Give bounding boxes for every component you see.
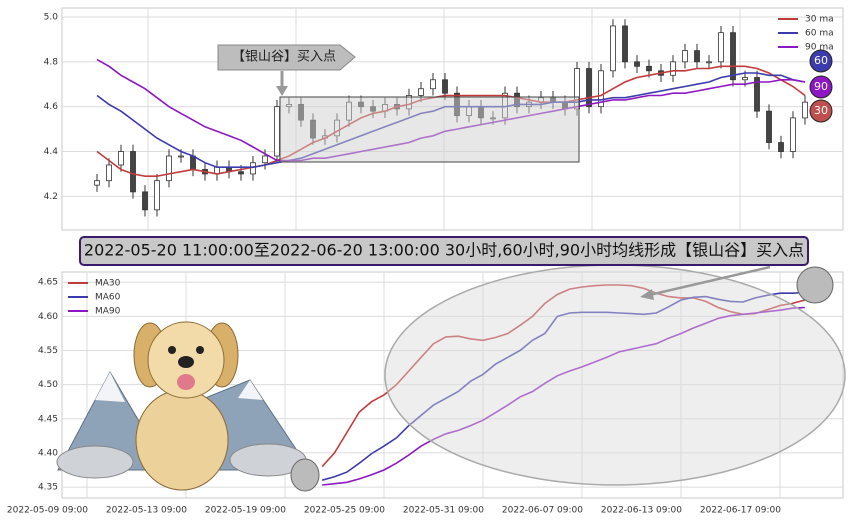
y-tick-label: 4.35: [38, 483, 58, 493]
candle-body: [802, 101, 808, 119]
candle-body: [418, 88, 424, 96]
candle-body: [694, 50, 700, 63]
y-tick-label: 4.6: [44, 102, 59, 112]
candle-body: [622, 25, 628, 63]
snow: [95, 372, 125, 402]
legend-label: 30 ma: [805, 15, 834, 25]
candle-body: [646, 65, 652, 72]
candle-body: [706, 61, 712, 64]
banner-title: 2022-05-20 11:00:00至2022-06-20 13:00:00 …: [84, 241, 804, 260]
banner: [79, 236, 809, 266]
y-tick-label: 4.2: [44, 192, 58, 202]
annotation-arrow-head: [276, 86, 288, 96]
x-tick-label: 2022-06-13 09:00: [601, 506, 682, 516]
candle-body: [598, 70, 604, 108]
y-tick-label: 4.8: [44, 57, 59, 67]
ma-line: [96, 65, 806, 177]
badge: [809, 49, 833, 73]
y-tick-label: 4.55: [38, 346, 58, 356]
x-tick-label: 2022-05-09 09:00: [7, 506, 88, 516]
ingot: [56, 445, 134, 479]
candle-body: [718, 32, 724, 63]
candle-body: [238, 171, 244, 175]
legend-label: 60 ma: [805, 29, 834, 39]
legend-label: MA60: [95, 293, 121, 303]
candle-body: [742, 77, 748, 81]
candle-body: [130, 151, 136, 193]
candle-body: [274, 106, 280, 157]
x-tick-label: 2022-05-31 09:00: [403, 506, 484, 516]
y-tick-label: 4.60: [38, 312, 58, 322]
badge: [809, 75, 833, 99]
dog-tongue: [177, 374, 195, 390]
y-tick-label: 4.65: [38, 278, 58, 288]
candle-body: [178, 155, 184, 158]
candle-body: [106, 164, 112, 182]
candle-body: [190, 155, 196, 170]
dog-eye: [196, 346, 204, 354]
x-tick-label: 2022-06-17 09:00: [700, 506, 781, 516]
x-tick-label: 2022-06-07 09:00: [502, 506, 583, 516]
candle-body: [262, 155, 268, 164]
badge: [809, 99, 833, 123]
y-tick-label: 4.40: [38, 448, 58, 458]
ma-line: [321, 291, 805, 481]
ornament: [290, 458, 320, 492]
candle-body: [94, 180, 100, 186]
snow: [238, 380, 263, 400]
candle-body: [118, 151, 124, 166]
x-tick-label: 2022-05-25 09:00: [304, 506, 385, 516]
candle-body: [610, 25, 616, 72]
badge-label: 90: [814, 80, 828, 93]
candle-body: [586, 68, 592, 108]
y-tick-label: 4.4: [44, 147, 59, 157]
candle-body: [754, 77, 760, 112]
arrow: [644, 265, 771, 298]
ornament: [796, 266, 834, 304]
ma-line: [321, 284, 806, 468]
y-tick-label: 5.0: [44, 12, 59, 22]
legend-label: MA30: [95, 279, 121, 289]
candle-body: [142, 191, 148, 211]
y-tick-label: 4.50: [38, 380, 58, 390]
candle-body: [670, 61, 676, 76]
dog-nose: [178, 356, 194, 368]
annotation-arrow-box: [217, 44, 356, 71]
candle-body: [442, 79, 448, 94]
candle-body: [778, 142, 784, 152]
badge-label: 60: [814, 54, 828, 67]
candle-body: [430, 79, 436, 90]
legend-label: MA90: [95, 307, 121, 317]
candle-body: [730, 32, 736, 81]
candle-body: [166, 155, 172, 182]
annotation: 【银山谷】买入点: [232, 50, 336, 65]
candle-body: [766, 110, 772, 143]
dog-eye: [168, 346, 176, 354]
legend-label: 90 ma: [805, 43, 834, 53]
candle-body: [682, 50, 688, 63]
arrow-head: [640, 289, 654, 300]
candle-body: [634, 61, 640, 67]
decoration: [56, 44, 846, 492]
x-tick-label: 2022-05-19 09:00: [205, 506, 286, 516]
y-tick-label: 4.45: [38, 414, 58, 424]
highlight-ellipse: [384, 264, 846, 486]
x-tick-label: 2022-05-13 09:00: [106, 506, 187, 516]
badge-label: 30: [814, 104, 828, 117]
candle-body: [790, 117, 796, 152]
candle-body: [154, 180, 160, 211]
ma-line: [322, 306, 805, 486]
buy-zone-box: [279, 96, 580, 163]
dog-body: [135, 389, 229, 491]
